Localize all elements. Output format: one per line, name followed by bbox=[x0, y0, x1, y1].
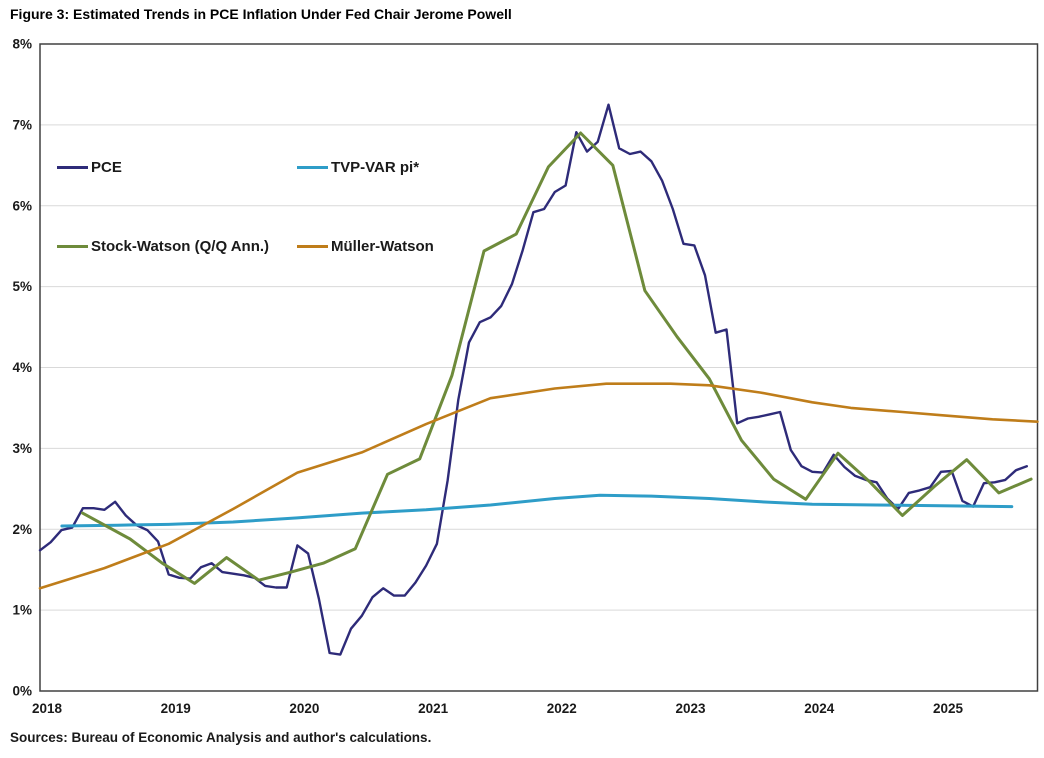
x-tick-label: 2018 bbox=[32, 701, 63, 716]
muller-watson-line-swatch bbox=[297, 245, 328, 248]
legend-item-muller-watson: Müller-Watson bbox=[297, 238, 434, 255]
x-tick-label: 2023 bbox=[675, 701, 706, 716]
y-tick-label: 5% bbox=[12, 279, 32, 294]
legend-item-tvp-var: TVP-VAR pi* bbox=[297, 159, 419, 176]
tvp-var-line-swatch bbox=[297, 166, 328, 169]
y-tick-label: 4% bbox=[12, 360, 32, 375]
legend-label-muller-watson: Müller-Watson bbox=[331, 238, 434, 255]
x-tick-label: 2022 bbox=[547, 701, 577, 716]
plot-frame bbox=[39, 43, 1039, 692]
y-tick-label: 8% bbox=[12, 37, 32, 52]
y-tick-label: 6% bbox=[12, 198, 32, 213]
source-note: Sources: Bureau of Economic Analysis and… bbox=[10, 730, 432, 745]
y-tick-label: 1% bbox=[12, 603, 32, 618]
x-tick-label: 2021 bbox=[418, 701, 449, 716]
y-tick-label: 2% bbox=[12, 522, 32, 537]
legend-item-stock-watson: Stock-Watson (Q/Q Ann.) bbox=[57, 238, 269, 255]
series-line-tvp-var bbox=[60, 493, 1014, 528]
figure-title: Figure 3: Estimated Trends in PCE Inflat… bbox=[10, 6, 512, 22]
pce-line-swatch bbox=[57, 166, 88, 169]
legend-item-pce: PCE bbox=[57, 159, 122, 176]
series-line-pce bbox=[38, 103, 1029, 656]
legend-label-stock-watson: Stock-Watson (Q/Q Ann.) bbox=[91, 238, 270, 255]
legend-label-pce: PCE bbox=[91, 159, 122, 176]
y-tick-label: 7% bbox=[12, 117, 32, 132]
series-line-muller-watson bbox=[38, 382, 1039, 590]
series-line-stock-watson bbox=[81, 131, 1033, 585]
stock-watson-line-swatch bbox=[57, 245, 88, 248]
x-tick-label: 2025 bbox=[933, 701, 964, 716]
x-tick-label: 2024 bbox=[804, 701, 835, 716]
legend-label-tvp-var: TVP-VAR pi* bbox=[331, 159, 420, 176]
y-tick-label: 3% bbox=[12, 441, 32, 456]
x-tick-label: 2020 bbox=[289, 701, 319, 716]
x-tick-label: 2019 bbox=[161, 701, 191, 716]
y-tick-label: 0% bbox=[12, 684, 32, 699]
